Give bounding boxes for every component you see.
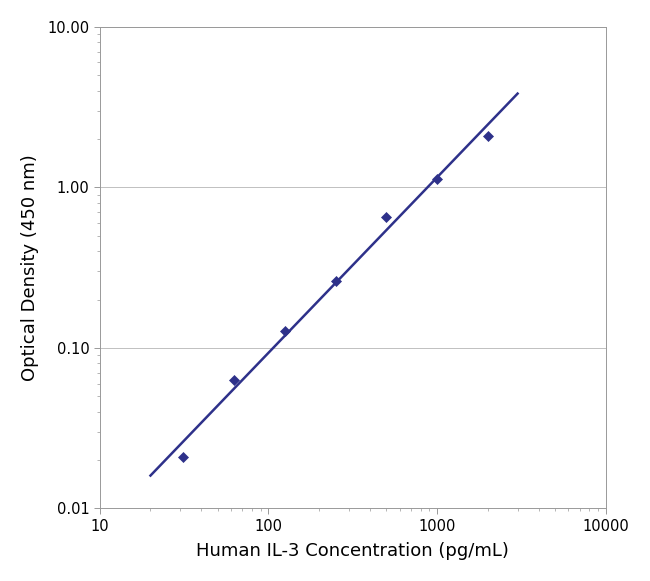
X-axis label: Human IL-3 Concentration (pg/mL): Human IL-3 Concentration (pg/mL) — [196, 542, 509, 560]
Y-axis label: Optical Density (450 nm): Optical Density (450 nm) — [21, 154, 39, 381]
